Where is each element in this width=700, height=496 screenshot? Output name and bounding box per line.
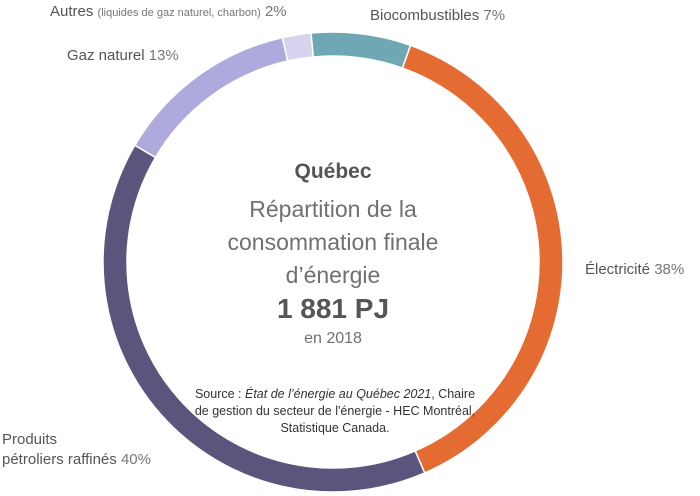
label-produits-petroliers: Produits pétroliers raffinés 40% bbox=[2, 431, 151, 468]
label-gaz-naturel: Gaz naturel 13% bbox=[67, 47, 179, 64]
chart-year: en 2018 bbox=[304, 330, 362, 347]
chart-subtitle: Répartition de la consommation finale d’… bbox=[227, 196, 439, 288]
label-biocombustibles: Biocombustibles 7% bbox=[370, 7, 506, 24]
label-autres: Autres (liquides de gaz naturel, charbon… bbox=[50, 3, 287, 20]
source-note: Source : État de l’énergie au Québec 202… bbox=[194, 387, 476, 435]
slice-biocombustibles bbox=[310, 31, 412, 70]
slice-autres bbox=[281, 32, 315, 62]
chart-total: 1 881 PJ bbox=[276, 293, 390, 324]
label-electricite: Électricité 38% bbox=[585, 261, 685, 278]
chart-title: Québec bbox=[294, 160, 372, 183]
